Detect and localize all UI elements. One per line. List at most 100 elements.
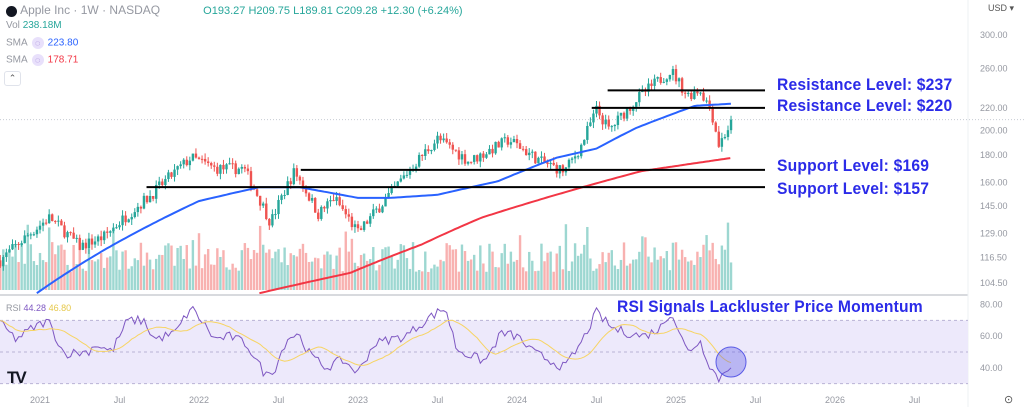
candle-body <box>616 115 620 126</box>
candle-body <box>488 148 491 155</box>
volume-bar <box>118 269 121 290</box>
candle-body <box>262 203 265 206</box>
volume-bar <box>292 255 295 290</box>
volume-bar <box>35 265 39 290</box>
candle-body <box>29 234 33 236</box>
candle-body <box>304 188 308 194</box>
volume-bar <box>604 262 607 290</box>
candle-body <box>280 195 283 200</box>
candle-body <box>142 195 146 209</box>
settings-icon[interactable]: ⊙ <box>1004 394 1014 406</box>
rsi-tick-label: 80.00 <box>980 300 1003 310</box>
price-tick-label: 300.00 <box>980 30 1008 40</box>
volume-bar <box>268 249 271 290</box>
volume-bar <box>274 251 277 290</box>
candle-body <box>653 78 656 86</box>
candle-body <box>714 122 717 132</box>
candle-body <box>702 92 705 101</box>
volume-bar <box>326 251 329 290</box>
candle-body <box>595 105 598 114</box>
candle-body <box>234 163 237 175</box>
candle-body <box>451 144 454 150</box>
volume-bar <box>365 260 369 290</box>
apple-logo-icon <box>6 5 17 17</box>
volume-bar <box>133 258 136 290</box>
collapse-legend-button[interactable]: ⌃ <box>4 71 21 86</box>
candle-body <box>338 197 341 206</box>
volume-bar <box>561 269 565 290</box>
currency-select[interactable]: USD ▾ <box>988 3 1015 13</box>
candle-body <box>369 216 372 224</box>
volume-bar <box>390 256 393 290</box>
candle-body <box>497 141 500 148</box>
candle-body <box>292 168 295 185</box>
loading-icon: ◌ <box>31 54 44 66</box>
volume-bar <box>173 265 176 290</box>
candle-body <box>44 222 48 224</box>
sma-slow-legend[interactable]: SMA ◌ 178.71 <box>6 54 78 66</box>
volume-bar <box>289 253 292 290</box>
volume-bar <box>26 224 29 290</box>
candle-body <box>521 148 525 150</box>
candles <box>0 64 733 271</box>
volume-bar <box>500 253 503 290</box>
volume-bar <box>659 256 662 290</box>
volume-bar <box>427 271 430 290</box>
volume-bar <box>680 249 684 290</box>
support-157-label: Support Level: $157 <box>777 179 930 198</box>
volume-bar <box>353 262 357 290</box>
volume-bar <box>185 245 188 290</box>
volume-bar <box>424 251 427 290</box>
candle-body <box>307 193 311 201</box>
volume-bar <box>723 249 727 290</box>
time-tick-label: 2021 <box>30 395 50 405</box>
candle-body <box>255 189 259 196</box>
price-tick-label: 160.00 <box>980 178 1008 188</box>
candle-body <box>347 214 351 217</box>
candle-body <box>659 77 662 83</box>
candle-body <box>118 225 121 228</box>
candle-body <box>179 164 182 167</box>
volume-bar <box>5 264 8 290</box>
volume-bar <box>491 251 494 290</box>
candle-body <box>170 172 173 177</box>
volume-bar <box>197 233 201 290</box>
candle-body <box>0 260 2 267</box>
volume-bar <box>151 269 155 290</box>
volume-bar <box>393 268 396 290</box>
candle-body <box>638 92 641 103</box>
candle-body <box>677 78 681 82</box>
volume-bar <box>225 267 228 290</box>
candle-body <box>136 206 140 213</box>
candle-body <box>430 150 433 152</box>
volume-bar <box>638 251 641 290</box>
volume-bar <box>662 258 665 290</box>
price-tick-label: 180.00 <box>980 150 1008 160</box>
candle-body <box>381 206 384 213</box>
candle-body <box>350 216 354 228</box>
symbol-title[interactable]: Apple Inc · 1W · NASDAQ <box>20 3 161 17</box>
candle-body <box>469 161 473 163</box>
candle-body <box>552 162 555 165</box>
ohlc-close: C209.28 <box>335 5 378 17</box>
volume-bar <box>124 250 127 290</box>
price-tick-label: 116.50 <box>980 252 1007 262</box>
volume-bar <box>378 264 381 290</box>
volume-bar <box>644 237 647 290</box>
candle-body <box>433 143 436 151</box>
volume-value: 238.18M <box>22 20 62 31</box>
rsi-label: RSI <box>6 303 22 313</box>
volume-bar <box>127 268 130 290</box>
time-tick-label: Jul <box>909 395 921 405</box>
candle-body <box>81 242 85 250</box>
volume-bar <box>78 248 81 290</box>
candle-body <box>277 199 280 215</box>
volume-bar <box>433 264 436 290</box>
candle-body <box>396 181 399 186</box>
sma-fast-legend[interactable]: SMA ◌ 223.80 <box>6 37 78 49</box>
candle-body <box>619 112 623 116</box>
volume-bar <box>332 268 335 290</box>
candle-body <box>17 243 20 245</box>
volume-bar <box>356 266 360 290</box>
